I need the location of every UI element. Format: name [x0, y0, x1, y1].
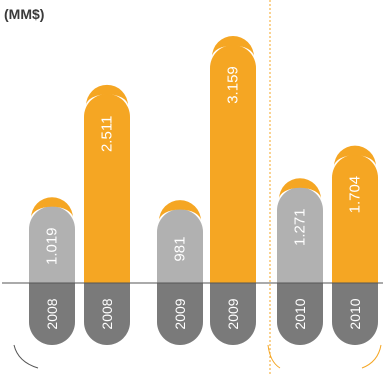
value-label-3: 3.159: [225, 66, 242, 104]
category-label-2: 2009: [172, 298, 188, 329]
bar-2: [157, 209, 203, 283]
bar-cap-3: [212, 36, 254, 57]
value-label-0: 1.019: [44, 227, 61, 265]
bar-cap-5: [334, 145, 376, 167]
value-label-4: 1.271: [292, 208, 309, 246]
value-label-2: 981: [172, 237, 189, 262]
bar-0: [29, 206, 75, 283]
bar-base-4: [277, 283, 323, 345]
bar-5: [332, 154, 378, 283]
category-label-0: 2008: [44, 298, 60, 329]
bar-1: [84, 93, 130, 283]
left-bracket: [13, 344, 39, 369]
category-label-3: 2009: [225, 298, 241, 329]
value-label-5: 1.704: [347, 176, 364, 214]
bar-cap-0: [31, 197, 73, 219]
bar-cap-4: [279, 178, 321, 200]
bar-cap-1: [86, 84, 128, 106]
bar-base-0: [29, 283, 75, 345]
bar-4: [277, 187, 323, 283]
bar-base-3: [210, 283, 256, 345]
value-label-1: 2.511: [99, 116, 116, 152]
bar-base-1: [84, 283, 130, 345]
category-label-5: 2010: [347, 298, 363, 329]
right-bracket-left: [267, 344, 281, 369]
bar-3: [210, 45, 256, 283]
category-label-1: 2008: [99, 298, 115, 329]
bars-layer: 1.019 2008 2.511 2008 981 2009 3.159 2009 1.271 2…: [29, 36, 378, 345]
bar-cap-2: [159, 200, 201, 222]
unit-label: (MM$): [4, 6, 45, 22]
category-label-4: 2010: [292, 298, 308, 329]
bar-base-2: [157, 283, 203, 345]
bar-base-5: [332, 283, 378, 345]
right-bracket-right: [361, 344, 382, 369]
